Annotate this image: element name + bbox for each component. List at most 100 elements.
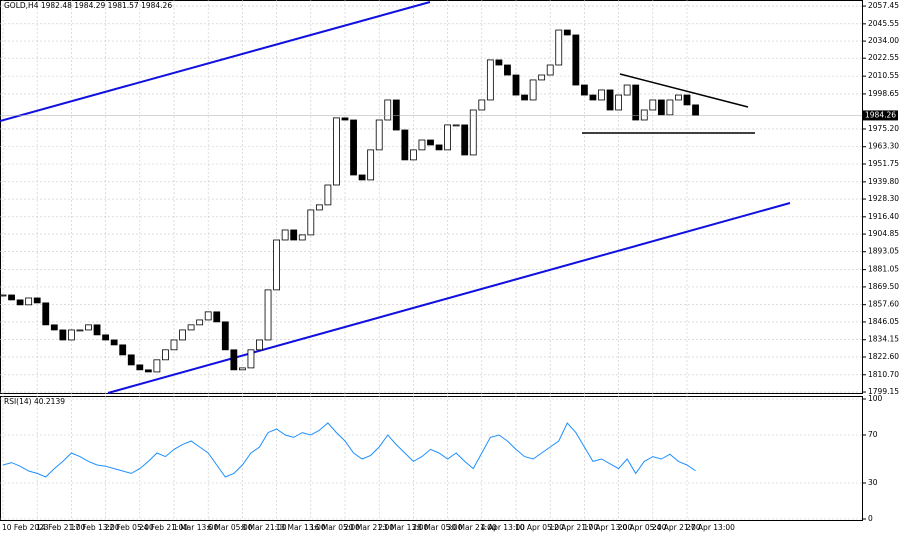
candle xyxy=(162,349,169,361)
x-tick-label: 24 Apr 21:00 xyxy=(652,523,701,532)
candle xyxy=(187,324,195,331)
x-tick-label: 27 Apr 13:00 xyxy=(686,523,735,532)
x-tick-label: 17 Feb 13:00 xyxy=(70,523,119,532)
y-tick-label: 2045.55 xyxy=(868,19,899,28)
y-tick-label: 100 xyxy=(868,394,883,403)
candle xyxy=(68,329,75,341)
grid xyxy=(0,0,862,520)
chart-header: GOLD,H4 1982.48 1984.29 1981.57 1984.26 xyxy=(4,1,172,10)
x-tick-label: 22 Feb 05:00 xyxy=(105,523,154,532)
candle xyxy=(247,349,255,369)
candle xyxy=(478,99,486,111)
candle xyxy=(42,302,50,326)
x-tick-label: 10 Feb 2023 xyxy=(2,523,49,532)
y-tick-label: 1998.65 xyxy=(868,89,899,98)
candle xyxy=(606,89,614,111)
candle xyxy=(204,311,212,321)
price-tag xyxy=(862,110,898,121)
candle xyxy=(127,354,135,366)
candle xyxy=(401,129,409,161)
y-tick-label: 1975.20 xyxy=(868,124,899,133)
candle xyxy=(264,289,272,341)
channel-lower xyxy=(107,202,791,394)
candle xyxy=(529,79,537,101)
candle xyxy=(221,321,229,351)
candle xyxy=(196,319,204,326)
candle xyxy=(324,184,332,206)
close: 1984.26 xyxy=(141,1,172,10)
x-tick-label: 17 Apr 13:00 xyxy=(583,523,632,532)
candle xyxy=(33,297,41,304)
candle xyxy=(307,209,315,236)
candle xyxy=(538,74,546,81)
candle xyxy=(119,344,127,356)
y-tick-label: 1810.70 xyxy=(868,370,899,379)
x-tick-label: 28 Mar 05:00 xyxy=(412,523,462,532)
candle xyxy=(409,149,417,161)
y-tick-label: 1963.30 xyxy=(868,142,899,151)
y-tick-label: 1834.15 xyxy=(868,335,899,344)
candle xyxy=(93,324,101,336)
candle xyxy=(452,124,460,127)
high: 1984.29 xyxy=(74,1,105,10)
x-tick-label: 20 Apr 05:00 xyxy=(618,523,667,532)
candle xyxy=(546,64,554,76)
y-tick-label: 2057.45 xyxy=(868,1,899,10)
candle xyxy=(290,229,298,241)
rsi-header: RSI(14) 40.2139 xyxy=(4,397,65,406)
candle xyxy=(461,124,469,156)
candle xyxy=(102,334,109,341)
y-tick-label: 1822.60 xyxy=(868,352,899,361)
candle xyxy=(615,94,622,111)
x-tick-label: 6 Mar 05:00 xyxy=(207,523,253,532)
candle xyxy=(572,34,580,86)
candle xyxy=(16,299,24,306)
y-tick-label: 30 xyxy=(868,478,878,487)
candle xyxy=(230,349,238,371)
y-tick-label: 70 xyxy=(868,430,878,439)
candle xyxy=(136,364,144,371)
y-tick-label: 1881.05 xyxy=(868,265,899,274)
candle xyxy=(333,117,340,186)
y-tick-label: 1893.05 xyxy=(868,247,899,256)
rsi-line xyxy=(2,422,696,478)
symbol: GOLD,H4 xyxy=(4,1,39,10)
candle xyxy=(521,94,528,101)
candle xyxy=(273,239,281,291)
candle xyxy=(435,144,443,151)
candle xyxy=(238,367,246,371)
candle xyxy=(392,99,400,131)
x-tick-label: 10 Apr 05:00 xyxy=(515,523,564,532)
candle xyxy=(444,124,452,151)
x-tick-label: 24 Feb 21:00 xyxy=(139,523,188,532)
y-tick-label: 2010.55 xyxy=(868,71,899,80)
candle xyxy=(256,339,263,351)
candle xyxy=(153,359,161,373)
x-tick-label: 4 Apr 13:00 xyxy=(481,523,525,532)
y-tick-label: 1857.60 xyxy=(868,300,899,309)
x-tick-label: 12 Apr 21:00 xyxy=(549,523,598,532)
x-tick-label: 30 Mar 21:00 xyxy=(447,523,497,532)
candle xyxy=(675,94,682,101)
y-tick-label: 1928.30 xyxy=(868,194,899,203)
price-frame xyxy=(0,0,863,394)
candle xyxy=(179,329,186,341)
price-tag-label: 1984.26 xyxy=(865,110,896,119)
candle xyxy=(0,294,7,297)
candle xyxy=(144,369,152,373)
candle xyxy=(170,339,178,351)
candle xyxy=(8,294,15,301)
candle xyxy=(358,174,366,181)
candle xyxy=(486,59,494,101)
candle xyxy=(281,229,289,241)
low: 1981.57 xyxy=(108,1,139,10)
candle xyxy=(555,29,563,66)
rsi-last: 40.2139 xyxy=(34,397,65,406)
y-tick-label: 1904.85 xyxy=(868,229,899,238)
candle xyxy=(598,89,605,101)
candle xyxy=(632,84,640,121)
candle xyxy=(85,324,92,331)
candle xyxy=(418,139,426,151)
candle xyxy=(50,324,58,331)
candle xyxy=(589,94,597,101)
